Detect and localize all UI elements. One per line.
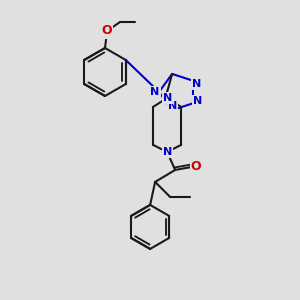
Text: N: N — [163, 93, 172, 103]
Text: N: N — [167, 101, 177, 111]
Text: N: N — [163, 147, 172, 157]
Text: N: N — [150, 87, 160, 97]
Text: N: N — [193, 96, 202, 106]
Text: N: N — [192, 79, 201, 89]
Text: O: O — [102, 25, 112, 38]
Text: O: O — [191, 160, 201, 173]
